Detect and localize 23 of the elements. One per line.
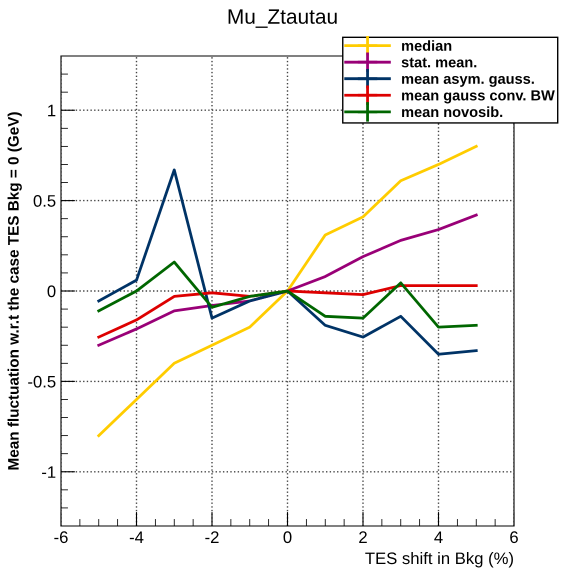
y-tick-label: 0 [48, 285, 56, 298]
y-tick-label: 1 [48, 104, 56, 116]
legend-label: stat. mean. [402, 58, 476, 68]
line-series [97, 260, 478, 329]
x-tick-label: -6 [54, 531, 68, 544]
x-tick-label: -4 [130, 531, 144, 543]
line-series [97, 144, 478, 438]
legend-label: mean novosib. [402, 106, 502, 118]
x-tick-label: 6 [510, 531, 518, 544]
x-tick-label: 4 [434, 531, 443, 543]
x-tick-label: 2 [359, 531, 367, 543]
y-tick-label: -1 [42, 466, 56, 478]
legend-label: mean gauss conv. BW [402, 90, 555, 104]
x-axis-title: TES shift in Bkg (%) [365, 552, 513, 568]
x-tick-label: -2 [205, 531, 219, 543]
chart-title: Mu_Ztautau [228, 9, 337, 28]
legend-label: mean asym. gauss. [402, 76, 534, 87]
y-axis-title: Mean fluctuation w.r.t the case TES Bkg = 0 (GeV) [8, 112, 22, 470]
y-tick-label: 0.5 [34, 195, 56, 207]
legend-label: median [402, 40, 452, 51]
y-tick-label: -0.5 [28, 376, 56, 388]
line-series [97, 168, 478, 356]
x-tick-label: 0 [284, 531, 292, 544]
